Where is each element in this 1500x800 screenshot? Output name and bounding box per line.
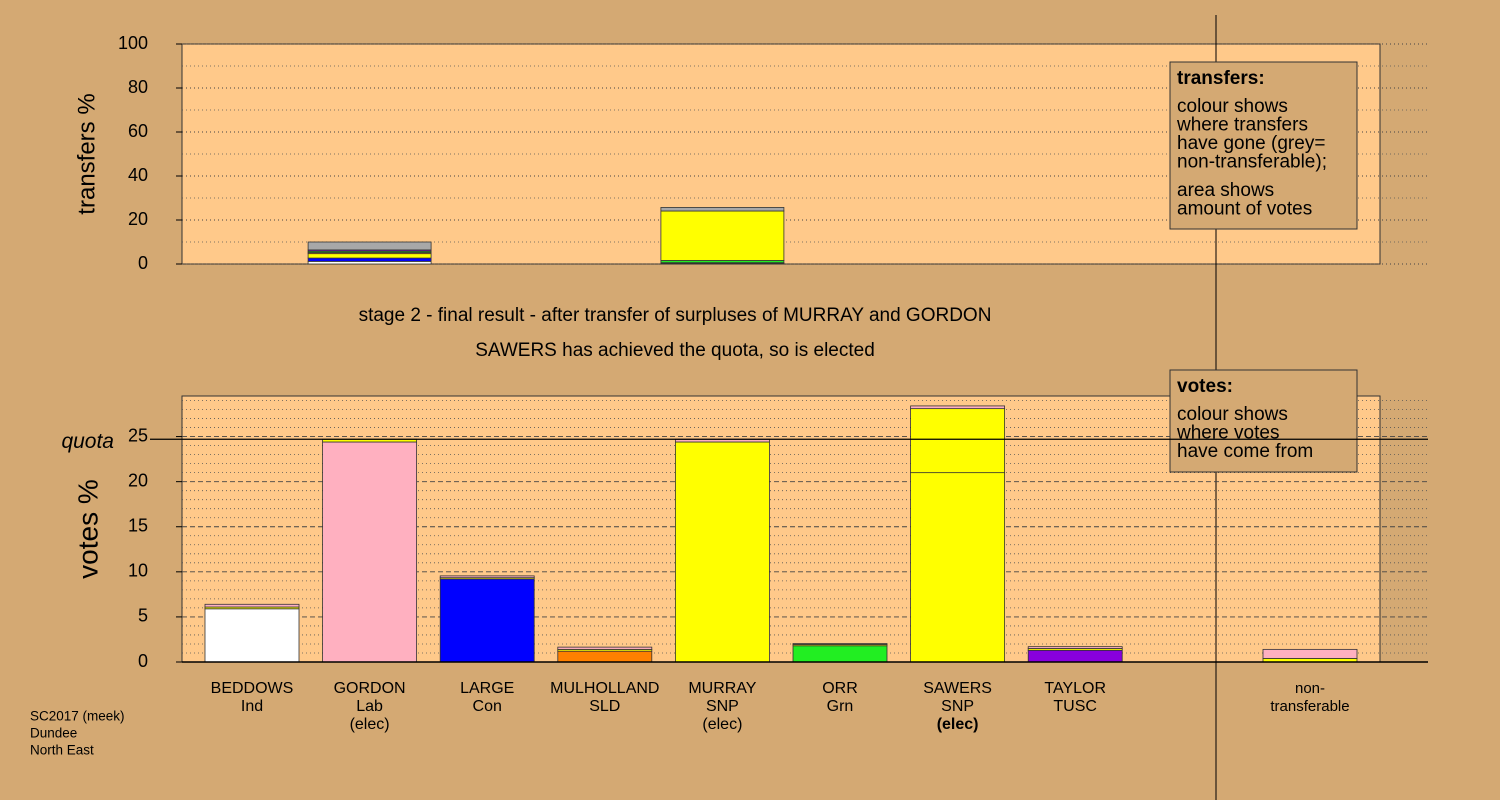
bar-segment: [1027, 646, 1123, 649]
y-tick-label: 25: [128, 425, 148, 445]
x-tick-label: TAYLOR: [1044, 680, 1106, 697]
x-tick-label: Con: [473, 698, 502, 715]
bar-segment: [910, 408, 1005, 474]
bar-segment: [675, 441, 770, 663]
y-axis-label: votes %: [72, 479, 103, 579]
bar-segment: [792, 645, 888, 663]
legend-text: where votes: [1176, 423, 1279, 444]
y-tick-label: 60: [128, 121, 148, 141]
x-tick-label: TUSC: [1053, 698, 1097, 715]
y-tick-label: 10: [128, 561, 148, 581]
x-tick-label: (elec): [937, 716, 979, 733]
footer-text: Dundee: [30, 726, 77, 741]
y-tick-label: 20: [128, 209, 148, 229]
legend-text: colour shows: [1177, 404, 1288, 425]
footer-text: SC2017 (meek): [30, 709, 125, 724]
bar-segment: [1262, 648, 1358, 659]
x-tick-label: (elec): [350, 716, 390, 733]
bar-segment: [557, 650, 653, 663]
legend-text: non-transferable);: [1177, 152, 1327, 173]
bar-segment: [910, 472, 1005, 663]
y-tick-label: 40: [128, 165, 148, 185]
x-tick-label: SAWERS: [923, 680, 992, 697]
bar-segment: [660, 207, 785, 212]
x-tick-label: Ind: [241, 698, 263, 715]
x-tick-label: BEDDOWS: [211, 680, 294, 697]
footer-text: North East: [30, 743, 94, 758]
bar-segment: [792, 643, 888, 645]
chart-subtitle: SAWERS has achieved the quota, so is ele…: [475, 340, 875, 361]
bar-segment: [910, 405, 1005, 410]
chart-title: stage 2 - final result - after transfer …: [359, 305, 992, 326]
x-tick-label: SNP: [706, 698, 739, 715]
y-tick-label: 80: [128, 77, 148, 97]
y-tick-label: 0: [138, 253, 148, 273]
legend-text: have gone (grey=: [1177, 133, 1325, 154]
legend-title: votes:: [1177, 376, 1233, 397]
bar-segment: [439, 578, 535, 663]
legend-text: amount of votes: [1177, 199, 1312, 220]
bar-segment: [1027, 649, 1123, 663]
y-tick-label: 20: [128, 470, 148, 490]
bar-segment: [439, 575, 535, 579]
y-tick-label: 100: [118, 33, 148, 53]
legend-box: [1169, 61, 1358, 230]
quota-label: quota: [61, 430, 114, 453]
y-tick-label: 5: [138, 606, 148, 626]
y-axis-label: transfers %: [73, 93, 100, 214]
x-tick-label: SLD: [589, 698, 620, 715]
x-tick-label: MULHOLLAND: [550, 680, 659, 697]
x-tick-label: transferable: [1270, 698, 1349, 715]
bar-segment: [557, 646, 653, 650]
legend-title: transfers:: [1177, 68, 1265, 89]
legend-text: area shows: [1177, 180, 1274, 201]
bar-segment: [307, 253, 432, 259]
x-tick-label: (elec): [702, 716, 742, 733]
x-tick-label: GORDON: [334, 680, 406, 697]
x-tick-label: Grn: [827, 698, 854, 715]
legend-text: where transfers: [1176, 115, 1308, 136]
x-tick-label: SNP: [941, 698, 974, 715]
y-tick-label: 15: [128, 515, 148, 535]
x-tick-label: LARGE: [460, 680, 514, 697]
bar-segment: [204, 608, 300, 663]
legend-box: [1169, 369, 1358, 473]
legend-text: have come from: [1177, 441, 1313, 462]
bar-segment: [660, 210, 785, 261]
x-tick-label: non-: [1295, 680, 1325, 697]
bar-segment: [322, 441, 418, 663]
y-tick-label: 0: [138, 651, 148, 671]
bar-segment: [307, 241, 432, 251]
bar-segment: [204, 603, 300, 608]
x-tick-label: ORR: [822, 680, 858, 697]
x-tick-label: MURRAY: [688, 680, 756, 697]
legend-text: colour shows: [1177, 96, 1288, 117]
x-tick-label: Lab: [356, 698, 383, 715]
bar-segment: [307, 257, 432, 262]
